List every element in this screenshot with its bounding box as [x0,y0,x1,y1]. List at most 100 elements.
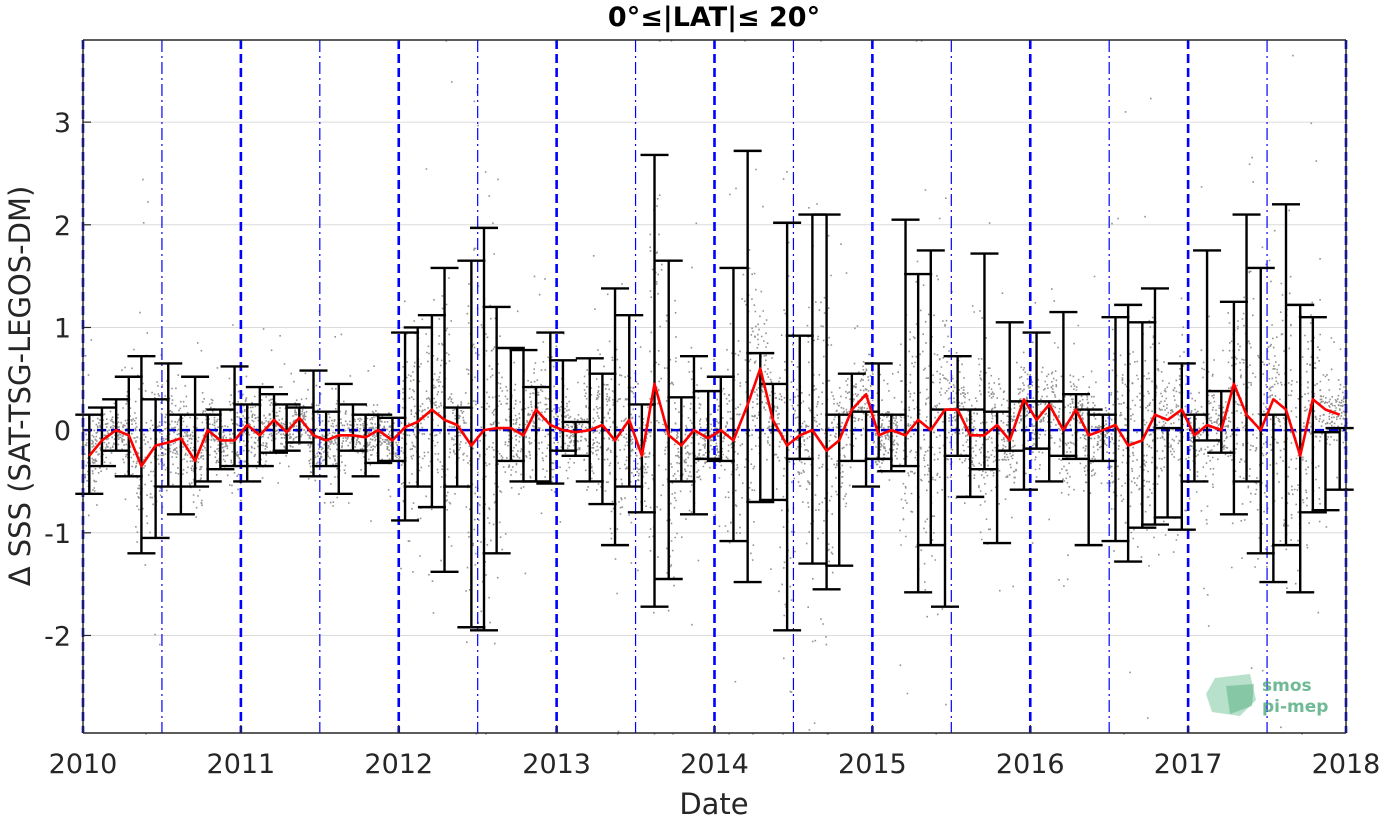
error-bar [1101,316,1130,543]
error-bar [852,410,881,488]
error-bar [522,385,551,483]
y-tick-label: 0 [54,416,71,447]
error-bar [667,396,696,483]
error-bar [916,249,945,547]
logo-text-pimep: pi-mep [1262,697,1328,717]
error-bar [719,266,748,543]
error-bar [1286,303,1315,594]
x-tick-label: 2014 [680,749,749,780]
error-bar [1311,430,1340,512]
error-bar [1167,362,1196,531]
y-tick-label: 1 [54,313,71,344]
error-bar [904,272,933,594]
error-bar [548,359,577,452]
error-bar [1298,316,1327,514]
error-bar [338,403,367,452]
error-bar [127,355,156,555]
error-bar [1074,408,1103,547]
error-bar [561,420,590,457]
logo-text-smos: smos [1262,676,1312,696]
error-bar [1128,321,1157,529]
x-tick-label: 2011 [207,749,276,780]
error-bar [245,385,274,468]
smos-pimep-logo: smos pi-mep [1206,674,1328,717]
error-bar [1259,413,1288,584]
x-tick-label: 2015 [838,749,907,780]
error-bar [1219,300,1248,516]
error-bar [496,346,525,463]
error-bar [324,382,353,495]
error-bar [536,331,565,485]
error-bar [166,413,195,516]
x-tick-label: 2016 [996,749,1065,780]
error-bar [746,351,775,504]
error-bar [864,362,893,461]
x-tick-label: 2018 [1312,749,1381,780]
y-tick-label: -1 [44,519,71,550]
error-bar [87,406,116,468]
error-bar [1088,413,1117,463]
year-lines [81,40,1348,733]
error-bar [299,369,328,478]
error-bar [812,213,841,591]
y-tick-label: 2 [54,211,71,242]
error-bar [1049,310,1078,457]
error-bar [141,398,170,540]
error-bar [403,326,432,488]
error-bar [102,398,131,452]
error-bar [154,362,183,488]
y-tick-label: 3 [54,108,71,139]
x-tick-label: 2017 [1154,749,1223,780]
error-bar [877,413,906,473]
error-bar [443,406,472,488]
chart-title: 0°≤|LAT|≤ 20° [608,2,820,33]
error-bar [891,218,920,468]
error-bar [601,287,630,547]
error-bar [312,410,341,468]
error-bar [785,334,814,461]
error-bars [75,149,1354,632]
error-bar [364,413,393,465]
error-bar [1246,266,1275,555]
y-tick-labels: -2 -1 0 1 2 3 [44,108,91,652]
error-bar [733,149,762,584]
mean-series-line [88,367,1341,468]
y-tick-label: -2 [44,621,71,652]
error-bar [773,221,802,632]
x-tick-label: 2013 [522,749,591,780]
error-bar [956,408,985,499]
error-bar [615,313,644,488]
error-bar [694,389,723,461]
error-bar [1062,393,1091,461]
error-bar [285,406,314,444]
error-bar [943,355,972,457]
error-bar [1232,213,1261,483]
error-bar [1193,249,1222,442]
x-tick-label: 2010 [49,749,118,780]
y-axis-label: Δ SSS (SAT-TSG-LEGOS-DM) [3,186,37,587]
x-tick-label: 2012 [364,749,433,780]
error-bar [995,321,1024,452]
error-bar [220,365,249,468]
error-bar [970,252,999,471]
error-bar [654,259,683,581]
error-bar [983,410,1012,545]
error-bar [114,375,143,478]
error-bar [640,153,669,608]
error-bar [588,372,617,506]
error-bar [1022,331,1051,450]
error-bar [233,403,262,483]
mean-line [88,367,1341,468]
error-bar [1035,400,1064,483]
error-bar [837,372,866,463]
error-bar [482,305,511,555]
error-bar [1114,303,1143,563]
error-bar [1153,426,1182,519]
error-bar [1272,203,1301,547]
error-bar [575,357,604,483]
error-bar [181,375,210,488]
error-bar [1325,426,1354,491]
error-bar [706,375,735,463]
x-tick-labels: 2010 2011 2012 2013 2014 2015 2016 2017 2018 [49,725,1381,780]
error-bar [679,355,708,516]
